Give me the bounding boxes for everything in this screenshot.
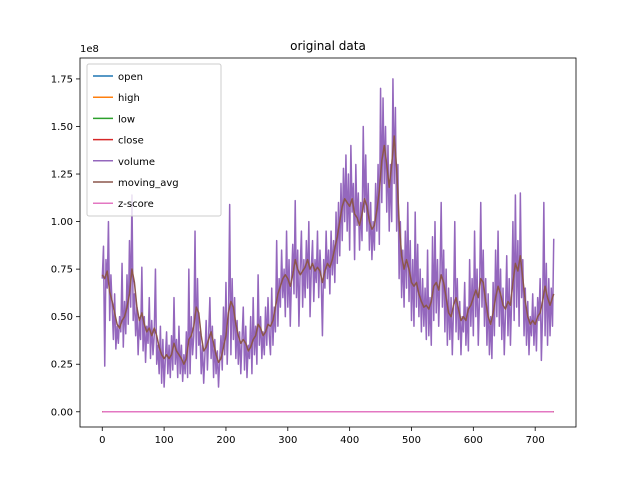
- legend-label: close: [118, 136, 144, 147]
- chart-title: original data: [290, 39, 366, 53]
- x-tick-label: 0: [99, 435, 105, 446]
- y-tick-label: 0.25: [51, 360, 73, 371]
- legend-label: volume: [118, 157, 155, 168]
- y-tick-label: 0.00: [51, 407, 73, 418]
- x-axis: 0 100 200 300 400 500 600 700: [99, 427, 545, 446]
- y-tick-label: 1.25: [51, 170, 73, 181]
- legend-label: high: [118, 93, 140, 104]
- series-line-moving-avg: [101, 135, 555, 365]
- x-tick-label: 300: [278, 435, 297, 446]
- legend-label: moving_avg: [118, 178, 179, 189]
- legend-label: low: [118, 114, 135, 125]
- x-tick-label: 200: [216, 435, 235, 446]
- plot-area: [101, 78, 555, 413]
- y-tick-label: 1.00: [51, 217, 73, 228]
- legend-label: open: [118, 72, 143, 83]
- x-tick-label: 100: [155, 435, 174, 446]
- y-axis: 0.00 0.25 0.50 0.75 1.00 1.25 1.50 1.75: [51, 74, 80, 418]
- x-tick-label: 600: [464, 435, 483, 446]
- legend-box: [86, 63, 222, 217]
- y-tick-label: 1.50: [51, 122, 73, 133]
- y-tick-label: 1.75: [51, 74, 73, 85]
- legend-label: z-score: [118, 199, 154, 210]
- x-tick-label: 400: [340, 435, 359, 446]
- x-tick-label: 700: [526, 435, 545, 446]
- y-tick-label: 0.75: [51, 265, 73, 276]
- legend: open high low close volume moving_avg z-score: [86, 63, 222, 217]
- plot-frame: [79, 57, 577, 428]
- y-tick-label: 0.50: [51, 312, 73, 323]
- x-tick-label: 500: [402, 435, 421, 446]
- y-axis-scale-label: 1e8: [80, 44, 99, 55]
